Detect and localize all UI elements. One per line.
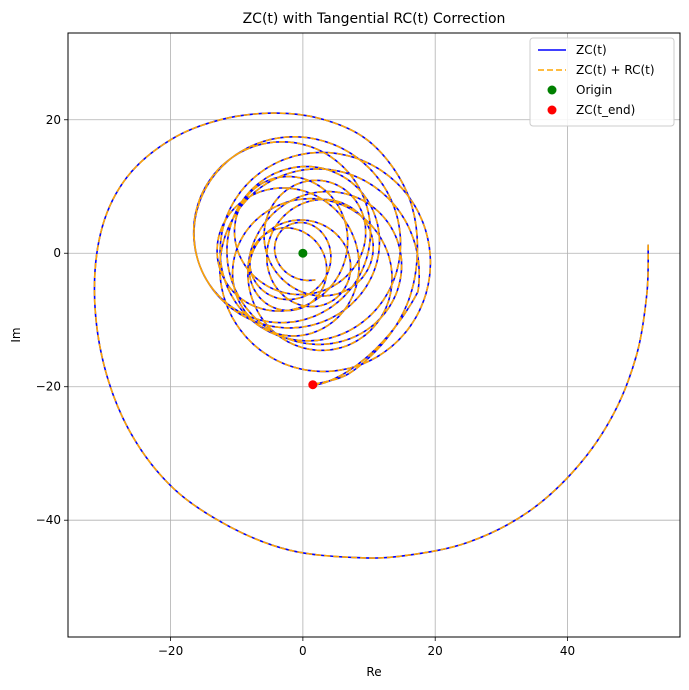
- legend: ZC(t) ZC(t) + RC(t) Origin ZC(t_end): [529, 37, 675, 127]
- y-tick-label: 0: [53, 246, 61, 260]
- x-axis-label: Re: [366, 665, 381, 679]
- y-tick-label: −40: [36, 513, 61, 527]
- x-tick-label: −20: [158, 644, 183, 658]
- series-zc-rc-outer-line: [93, 112, 650, 559]
- y-tick-label: −20: [36, 380, 61, 394]
- x-tick-label: 0: [299, 644, 307, 658]
- plot-area: [68, 33, 680, 637]
- y-tick-label: 20: [46, 113, 61, 127]
- legend-swatch-zc-t-end: [547, 105, 557, 115]
- series-zc-rc-inner-line: [192, 136, 432, 386]
- x-tick-label: 20: [428, 644, 443, 658]
- legend-label-zc-t-end: ZC(t_end): [576, 103, 635, 117]
- legend-swatch-origin: [547, 85, 557, 95]
- point-origin: [298, 248, 308, 258]
- legend-label-zc-t-rc-t: ZC(t) + RC(t): [576, 63, 655, 77]
- point-zc-t-end-: [308, 380, 318, 390]
- y-axis-label: Im: [9, 327, 23, 342]
- plot-area-frame: [67, 32, 681, 638]
- chart-title: ZC(t) with Tangential RC(t) Correction: [243, 11, 506, 27]
- legend-box: [529, 37, 675, 127]
- x-tick-label: 40: [560, 644, 575, 658]
- legend-label-zc-t: ZC(t): [576, 43, 607, 57]
- legend-label-origin: Origin: [576, 83, 612, 97]
